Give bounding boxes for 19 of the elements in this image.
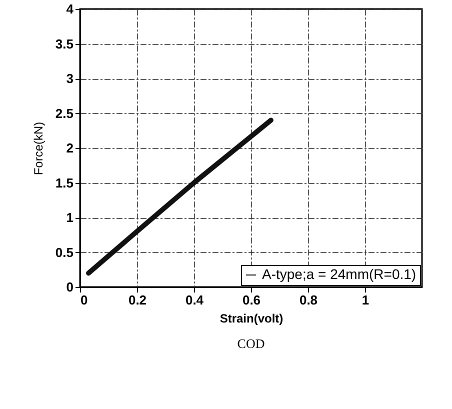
- x-tick-label: 0.4: [185, 292, 204, 308]
- x-axis-title: Strain(volt): [220, 312, 284, 326]
- x-tick-label: 0: [80, 292, 88, 308]
- y-tick-label: 1.5: [55, 175, 74, 190]
- legend-label: A-type;a = 24mm(R=0.1): [262, 266, 416, 282]
- y-axis-title: Force(kN): [31, 122, 46, 176]
- y-tick-label: 1: [66, 210, 74, 225]
- y-tick-label: 0.5: [55, 244, 74, 260]
- y-tick-label: 4: [66, 2, 74, 16]
- y-tick-label: 2.5: [55, 106, 74, 121]
- x-tick-label: 0.6: [242, 292, 261, 308]
- x-tick-label: 0.2: [128, 292, 147, 308]
- y-tick-label: 2: [66, 140, 74, 156]
- y-tick-label: 3: [66, 71, 74, 86]
- x-tick-label: 1: [362, 292, 370, 308]
- y-tick-label: 0: [66, 280, 74, 294]
- y-tick-label: 3.5: [55, 36, 74, 52]
- text: COD: [237, 336, 265, 351]
- x-tick-label: 0.8: [299, 292, 318, 308]
